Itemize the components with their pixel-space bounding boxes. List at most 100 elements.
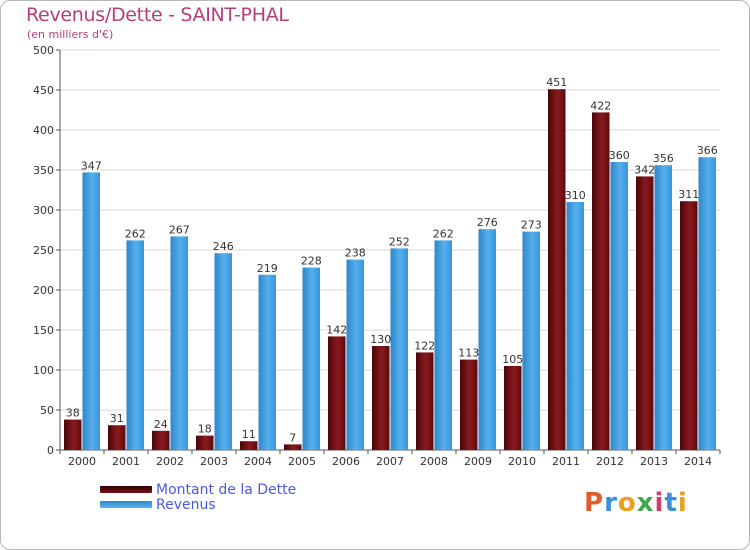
data-label-revenus: 262: [125, 227, 146, 240]
x-tick-label: 2012: [596, 455, 624, 468]
logo-letter: i: [654, 488, 665, 518]
x-tick-label: 2008: [420, 455, 448, 468]
bar-dette: [108, 425, 126, 450]
bar-revenus: [434, 240, 452, 450]
data-labels: 38 347 31 262 24 267 18 246 11 219 7 228 142 238 130 25…: [66, 76, 718, 444]
data-label-revenus: 252: [389, 235, 410, 248]
bar-revenus: [258, 274, 276, 450]
bar-revenus: [170, 236, 188, 450]
data-label-revenus: 267: [169, 223, 190, 236]
data-label-revenus: 310: [565, 189, 586, 202]
data-label-revenus: 246: [213, 240, 234, 253]
legend-swatch-revenus: [100, 501, 152, 508]
bar-dette: [152, 430, 170, 450]
data-label-revenus: 238: [345, 247, 366, 260]
legend-label-revenus: Revenus: [156, 497, 216, 513]
y-tick-label: 350: [33, 164, 54, 177]
logo-letter: P: [584, 488, 605, 518]
data-label-dette: 105: [502, 353, 523, 366]
chart-title: Revenus/Dette - SAINT-PHAL: [26, 4, 289, 26]
logo-letter: o: [617, 488, 637, 518]
bar-revenus: [346, 259, 364, 450]
data-label-dette: 422: [590, 99, 611, 112]
x-tick-label: 2001: [112, 455, 140, 468]
data-label-revenus: 347: [81, 159, 102, 172]
data-label-dette: 113: [458, 347, 479, 360]
y-tick-label: 100: [33, 364, 54, 377]
legend-swatch-dette: [100, 486, 152, 493]
x-tick-label: 2003: [200, 455, 228, 468]
bar-dette: [328, 336, 346, 450]
data-label-revenus: 356: [653, 152, 674, 165]
data-label-dette: 38: [66, 407, 80, 420]
logo-letter: i: [677, 488, 688, 518]
bar-revenus: [566, 202, 584, 450]
bar-dette: [372, 346, 390, 450]
data-label-revenus: 366: [697, 144, 718, 157]
legend-label-dette: Montant de la Dette: [156, 482, 297, 498]
x-tick-label: 2014: [684, 455, 712, 468]
logo-letter: r: [604, 488, 618, 518]
logo-letter: x: [636, 488, 655, 518]
y-tick-label: 500: [33, 44, 54, 57]
x-tick-label: 2007: [376, 455, 404, 468]
bar-revenus: [478, 229, 496, 450]
bar-dette: [504, 366, 522, 450]
bar-dette: [196, 435, 214, 450]
x-tick-label: 2010: [508, 455, 536, 468]
bar-dette: [548, 89, 566, 450]
data-label-dette: 31: [110, 412, 124, 425]
data-label-dette: 24: [154, 418, 168, 431]
data-label-dette: 11: [242, 428, 256, 441]
bar-revenus: [126, 240, 144, 450]
data-label-revenus: 276: [477, 216, 498, 229]
bar-dette: [460, 359, 478, 450]
x-tick-label: 2005: [288, 455, 316, 468]
x-tick-label: 2002: [156, 455, 184, 468]
bar-dette: [240, 441, 258, 450]
bar-dette: [416, 352, 434, 450]
x-tick-label: 2013: [640, 455, 668, 468]
x-tick-label: 2006: [332, 455, 360, 468]
y-tick-label: 300: [33, 204, 54, 217]
y-tick-label: 400: [33, 124, 54, 137]
logo-letter: t: [664, 488, 678, 518]
x-tick-label: 2011: [552, 455, 580, 468]
y-tick-label: 0: [47, 444, 54, 457]
bar-dette: [592, 112, 610, 451]
bar-dette: [636, 176, 654, 450]
data-label-revenus: 360: [609, 149, 630, 162]
y-tick-label: 250: [33, 244, 54, 257]
data-label-revenus: 228: [301, 255, 322, 268]
chart-subtitle: (en milliers d'€): [27, 28, 114, 41]
x-tick-label: 2000: [68, 455, 96, 468]
proxiti-logo: Proxiti: [584, 488, 688, 518]
bar-dette: [284, 444, 302, 450]
bar-dette: [680, 201, 698, 450]
bars: [64, 89, 716, 451]
data-label-revenus: 273: [521, 219, 542, 232]
bar-revenus: [390, 248, 408, 450]
bar-revenus: [214, 253, 232, 450]
y-tick-label: 50: [40, 404, 54, 417]
data-label-dette: 451: [546, 76, 567, 89]
y-tick-label: 450: [33, 84, 54, 97]
bar-dette: [64, 419, 82, 450]
data-label-revenus: 219: [257, 262, 278, 275]
y-tick-label: 150: [33, 324, 54, 337]
grid-lines: [60, 49, 720, 451]
data-label-dette: 122: [414, 339, 435, 352]
data-label-dette: 142: [326, 323, 347, 336]
bar-revenus: [610, 162, 628, 450]
bar-revenus: [698, 157, 716, 450]
bar-revenus: [654, 165, 672, 450]
x-tick-label: 2004: [244, 455, 272, 468]
data-label-dette: 130: [370, 333, 391, 346]
data-label-dette: 342: [634, 163, 655, 176]
data-label-dette: 18: [198, 423, 212, 436]
bar-revenus: [522, 231, 540, 450]
data-label-dette: 7: [289, 431, 296, 444]
data-label-dette: 311: [678, 188, 699, 201]
x-tick-label: 2009: [464, 455, 492, 468]
